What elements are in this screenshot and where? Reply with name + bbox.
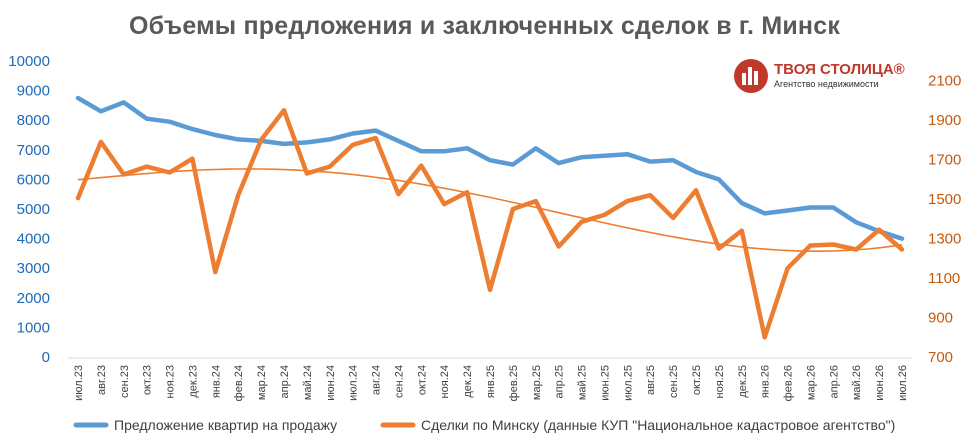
x-tick-label: янв.25 — [485, 365, 497, 398]
x-tick-label: сен.24 — [393, 365, 405, 398]
x-tick-label: дек.24 — [462, 365, 474, 398]
x-tick-label: окт.23 — [142, 365, 154, 395]
x-tick-label: окт.25 — [691, 365, 703, 395]
x-tick-label: ноя.24 — [439, 365, 451, 398]
y-left-tick-label: 2000 — [17, 290, 50, 307]
brand-logo: ТВОЯ СТОЛИЦА® Агентство недвижимости — [734, 59, 920, 93]
x-tick-label: фев.26 — [783, 365, 795, 401]
y-left-tick-label: 10000 — [8, 53, 50, 70]
x-tick-label: янв.26 — [760, 365, 772, 398]
x-tick-label: дек.25 — [737, 365, 749, 398]
logo-name: ТВОЯ СТОЛИЦА® — [774, 61, 905, 78]
x-tick-label: июл.26 — [897, 365, 909, 401]
y-left-tick-label: 8000 — [17, 112, 50, 129]
y-right-tick-label: 1500 — [928, 191, 961, 208]
x-tick-label: май.26 — [851, 365, 863, 400]
y-left-tick-label: 6000 — [17, 171, 50, 188]
x-tick-label: ноя.25 — [714, 365, 726, 398]
y-right-tick-label: 2100 — [928, 73, 961, 90]
x-tick-label: май.24 — [302, 365, 314, 400]
x-tick-label: окт.24 — [416, 365, 428, 395]
x-tick-label: май.25 — [577, 365, 589, 400]
x-tick-label: мар.24 — [256, 365, 268, 400]
trend-line-deals — [77, 168, 903, 252]
x-tick-label: июн.24 — [325, 365, 337, 401]
y-axis-right: 700 900 1100 1300 1500 1700 1900 2100 — [928, 73, 961, 366]
x-tick-label: июн.26 — [874, 365, 886, 401]
x-tick-label: фев.25 — [508, 365, 520, 401]
y-axis-left: 0 1000 2000 3000 4000 5000 6000 7000 8000 9000 100… — [8, 53, 50, 366]
series-line-supply — [75, 95, 905, 241]
y-left-tick-label: 4000 — [17, 231, 50, 248]
y-right-tick-label: 900 — [928, 310, 953, 327]
y-left-tick-label: 3000 — [17, 260, 50, 277]
x-tick-label: авг.24 — [371, 365, 383, 395]
x-tick-label: июл.23 — [73, 365, 85, 401]
x-tick-label: июн.25 — [599, 365, 611, 401]
x-tick-label: июл.25 — [622, 365, 634, 401]
y-right-tick-label: 1100 — [928, 270, 960, 287]
y-right-tick-label: 1700 — [928, 152, 961, 169]
chart-title: Объемы предложения и заключенных сделок … — [128, 12, 841, 40]
legend-label: Предложение квартир на продажу — [114, 417, 337, 433]
x-tick-label: апр.24 — [279, 365, 291, 398]
y-left-tick-label: 5000 — [17, 201, 50, 218]
x-tick-label: апр.26 — [828, 365, 840, 398]
logo-tagline: Агентство недвижимости — [774, 79, 879, 89]
x-tick-label: апр.25 — [554, 365, 566, 398]
x-tick-label: дек.23 — [187, 365, 199, 398]
y-right-tick-label: 1300 — [928, 231, 961, 248]
logo-building-icon — [734, 59, 768, 93]
x-tick-label: янв.24 — [210, 365, 222, 398]
x-tick-label: авг.25 — [645, 365, 657, 395]
y-right-tick-label: 700 — [928, 349, 953, 366]
legend: Предложение квартир на продажу Сделки по … — [73, 417, 895, 433]
x-axis: июл.23 авг.23 сен.23 окт.23 ноя.23 дек.23 янв.… — [68, 357, 912, 401]
y-left-tick-label: 1000 — [17, 319, 50, 336]
x-tick-label: мар.25 — [531, 365, 543, 400]
x-tick-label: ноя.23 — [165, 365, 177, 398]
x-tick-label: авг.23 — [96, 365, 108, 395]
series-line-deals — [75, 108, 905, 340]
x-tick-label: фев.24 — [233, 365, 245, 401]
x-tick-label: мар.26 — [805, 365, 817, 400]
legend-label: Сделки по Минску (данные КУП "Национальн… — [421, 417, 895, 433]
x-tick-label: июл.24 — [348, 365, 360, 401]
x-tick-label: сен.23 — [119, 365, 131, 398]
y-right-tick-label: 1900 — [928, 112, 961, 129]
y-left-tick-label: 9000 — [17, 83, 50, 100]
series-layer — [75, 95, 905, 340]
y-left-tick-label: 0 — [42, 349, 50, 366]
x-tick-label: сен.25 — [668, 365, 680, 398]
y-left-tick-label: 7000 — [17, 142, 50, 159]
